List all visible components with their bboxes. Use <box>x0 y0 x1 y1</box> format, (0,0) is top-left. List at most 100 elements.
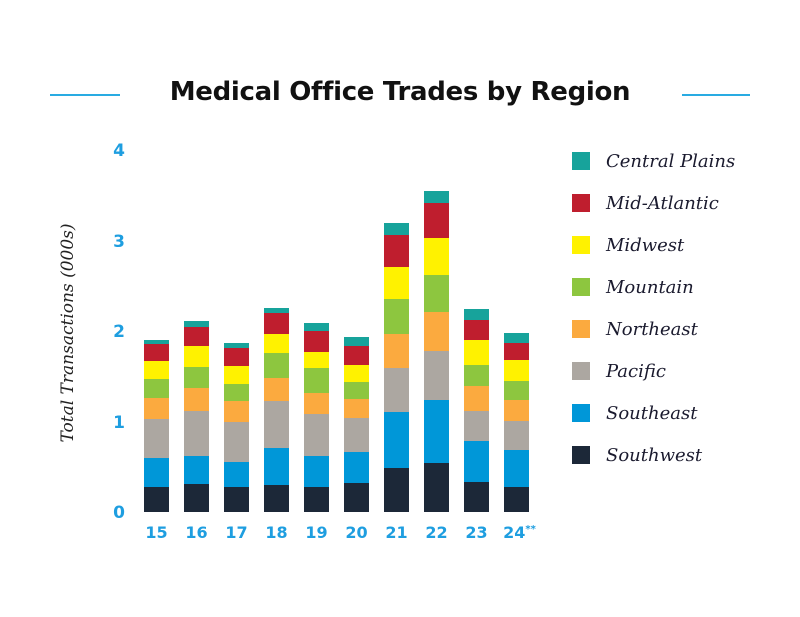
chart-header: Medical Office Trades by Region <box>0 74 800 114</box>
x-tick-label: 16 <box>185 523 208 542</box>
legend-swatch-icon <box>572 446 590 464</box>
x-tick-label: 21 <box>385 523 408 542</box>
x-tick-label: 22 <box>425 523 448 542</box>
bar-stack <box>184 321 209 512</box>
bar-segment-midwest <box>264 333 289 353</box>
legend-label: Pacific <box>606 360 666 382</box>
bar-stack <box>144 340 169 512</box>
bar-segment-southwest <box>304 486 329 512</box>
bar-segment-pacific <box>424 350 449 400</box>
legend-item: Pacific <box>572 350 735 392</box>
legend-swatch-icon <box>572 152 590 170</box>
bar-segment-midwest <box>344 364 369 382</box>
bar-segment-northeast <box>184 388 209 411</box>
bar-segment-northeast <box>384 333 409 369</box>
legend-label: Southwest <box>606 444 703 466</box>
bar-stack <box>304 322 329 512</box>
bar-segment-northeast <box>504 399 529 421</box>
bar-segment-pacific <box>464 410 489 441</box>
bar-segment-mountain <box>224 383 249 401</box>
bar-segment-mid-atlantic <box>504 342 529 360</box>
bar-segment-southeast <box>384 411 409 468</box>
bar-segment-southwest <box>424 463 449 512</box>
bar-segment-midwest <box>464 340 489 365</box>
bar-segment-southwest <box>184 483 209 512</box>
x-tick-label: 19 <box>305 523 328 542</box>
bar-stack <box>464 309 489 512</box>
legend-label: Northeast <box>606 318 698 340</box>
bar-segment-northeast <box>144 397 169 419</box>
bar-segment-mountain <box>344 381 369 399</box>
x-tick-label: 24** <box>503 523 536 542</box>
bar-segment-southwest <box>224 486 249 512</box>
bar-segment-pacific <box>304 414 329 456</box>
bar-segment-midwest <box>184 346 209 368</box>
bar-segment-southeast <box>304 455 329 487</box>
bar-segment-mid-atlantic <box>464 320 489 341</box>
bar-segment-mountain <box>264 352 289 379</box>
bar-segment-southeast <box>424 399 449 464</box>
legend-label: Central Plains <box>606 150 736 172</box>
legend-swatch-icon <box>572 236 590 254</box>
bar-segment-southwest <box>384 467 409 512</box>
legend-item: Southeast <box>572 392 735 434</box>
legend-label: Mid-Atlantic <box>606 192 719 214</box>
bar-stack <box>504 332 529 512</box>
bar-segment-mid-atlantic <box>424 203 449 238</box>
bar-segment-central-plains <box>264 307 289 313</box>
bar-segment-pacific <box>184 410 209 456</box>
bar-segment-midwest <box>424 237 449 275</box>
legend: Central Plains Mid-Atlantic Midwest Mountai… <box>572 140 735 476</box>
bar-segment-mid-atlantic <box>264 312 289 334</box>
x-tick-label: 17 <box>225 523 248 542</box>
bar-segment-mountain <box>184 367 209 389</box>
bar-segment-mid-atlantic <box>144 343 169 361</box>
legend-swatch-icon <box>572 320 590 338</box>
bar-segment-central-plains <box>464 309 489 321</box>
bar-segment-midwest <box>504 359 529 381</box>
bar-stack <box>344 337 369 512</box>
bar-segment-mountain <box>384 299 409 334</box>
bar-segment-central-plains <box>384 223 409 236</box>
bar-segment-pacific <box>144 418 169 458</box>
bar-segment-southwest <box>264 484 289 512</box>
legend-item: Mountain <box>572 266 735 308</box>
bar-segment-southeast <box>184 455 209 484</box>
bar-stack <box>224 342 249 512</box>
x-tick-label: 20 <box>345 523 368 542</box>
x-tick-label: 18 <box>265 523 288 542</box>
bar-segment-pacific <box>384 368 409 412</box>
bar-segment-pacific <box>344 417 369 453</box>
bar-segment-southwest <box>504 486 529 512</box>
bar-segment-pacific <box>264 400 289 448</box>
bar-segment-mid-atlantic <box>304 331 329 352</box>
bar-segment-northeast <box>264 378 289 401</box>
bar-segment-mid-atlantic <box>224 348 249 367</box>
bar-segment-southeast <box>344 452 369 484</box>
bar-segment-southeast <box>144 457 169 487</box>
bar-segment-mountain <box>464 364 489 387</box>
bar-segment-northeast <box>344 398 369 418</box>
bar-segment-central-plains <box>344 337 369 346</box>
legend-item: Midwest <box>572 224 735 266</box>
bar-segment-northeast <box>224 400 249 422</box>
bar-segment-southeast <box>504 450 529 487</box>
footnote-marker: ** <box>525 524 536 535</box>
legend-item: Northeast <box>572 308 735 350</box>
y-tick-label: 2 <box>113 322 125 342</box>
legend-label: Mountain <box>606 276 694 298</box>
bar-segment-mountain <box>304 368 329 394</box>
legend-label: Midwest <box>606 234 685 256</box>
bar-segment-midwest <box>224 366 249 384</box>
bar-segment-central-plains <box>224 342 249 349</box>
legend-label: Southeast <box>606 402 698 424</box>
bar-segment-southeast <box>464 440 489 483</box>
bar-segment-mountain <box>424 274 449 313</box>
legend-item: Mid-Atlantic <box>572 182 735 224</box>
y-tick-label: 1 <box>113 412 125 433</box>
bar-segment-southeast <box>264 447 289 485</box>
bar-segment-northeast <box>464 386 489 411</box>
bar-stack <box>264 307 289 512</box>
bar-segment-mountain <box>144 378 169 398</box>
